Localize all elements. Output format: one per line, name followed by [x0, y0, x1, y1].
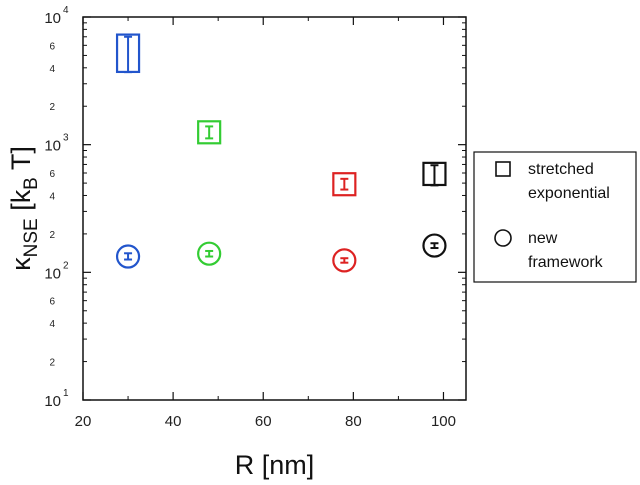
legend-entry: stretched exponential [495, 161, 610, 202]
y-tick-label: 10 [44, 265, 61, 282]
y-axis-label: κNSE [kB T] [6, 146, 42, 271]
circle-marker [422, 233, 447, 258]
y-minor-tick-label: 6 [49, 41, 55, 52]
legend-label-line2: framework [528, 254, 604, 271]
plot-frame [82, 16, 467, 401]
y-axis-label-text: κNSE [kB T] [6, 146, 42, 271]
y-tick-exponent: 4 [63, 5, 69, 16]
x-ticks: 20 40 60 80 100 [75, 17, 456, 430]
y-minor-ticks [83, 22, 466, 363]
x-tick-label: 60 [255, 413, 272, 430]
y-minor-tick-label: 2 [49, 102, 55, 113]
circle-marker [332, 248, 357, 273]
y-minor-tick-labels: 2 4 6 2 4 6 2 4 6 [49, 41, 55, 368]
legend: stretched exponential new framework [473, 151, 637, 283]
legend-circle-marker [494, 229, 512, 247]
stretched-exponential-point [422, 161, 447, 187]
y-tick-exponent: 1 [63, 388, 69, 399]
y-tick-exponent: 2 [63, 260, 69, 271]
y-minor-tick-label: 4 [49, 191, 55, 202]
legend-entry: new framework [494, 229, 604, 271]
y-minor-tick-label: 2 [49, 230, 55, 241]
new-framework-point [115, 244, 141, 269]
legend-box [473, 151, 637, 283]
y-tick-exponent: 3 [63, 133, 69, 144]
legend-square-marker [495, 161, 511, 177]
new-framework-point [332, 248, 357, 273]
y-axis-label-part: NSE [21, 218, 42, 257]
new-framework-point [422, 233, 447, 258]
y-axis-label-part: T] [6, 146, 36, 177]
legend-label-line1: new [528, 230, 558, 247]
y-axis-label-part: κ [6, 257, 36, 271]
y-minor-tick-label: 2 [49, 358, 55, 369]
new-framework-point [197, 241, 222, 266]
legend-label-line1: stretched [528, 161, 594, 178]
stretched-exponential-point [115, 33, 141, 74]
x-tick-label: 40 [165, 413, 182, 430]
y-minor-tick-label: 4 [49, 64, 55, 75]
legend-label-line2: exponential [528, 185, 610, 202]
y-minor-tick-label: 6 [49, 169, 55, 180]
x-axis-label: R [nm] [235, 450, 315, 480]
y-axis-label-part: [k [6, 189, 36, 218]
stretched-exponential-point [197, 120, 222, 145]
stretched-exponential-point [332, 172, 357, 197]
y-tick-label: 10 [44, 10, 61, 27]
square-marker [332, 172, 357, 197]
y-tick-label: 10 [44, 138, 61, 155]
square-marker [197, 120, 222, 145]
x-tick-label: 20 [75, 413, 92, 430]
x-tick-label: 80 [345, 413, 362, 430]
x-tick-label: 100 [431, 413, 456, 430]
circle-marker [197, 241, 222, 266]
data-points [115, 33, 447, 273]
y-minor-tick-label: 4 [49, 319, 55, 330]
y-axis-label-part: B [21, 177, 42, 190]
circle-marker [115, 244, 141, 269]
y-tick-label: 10 [44, 393, 61, 410]
y-minor-tick-label: 6 [49, 297, 55, 308]
